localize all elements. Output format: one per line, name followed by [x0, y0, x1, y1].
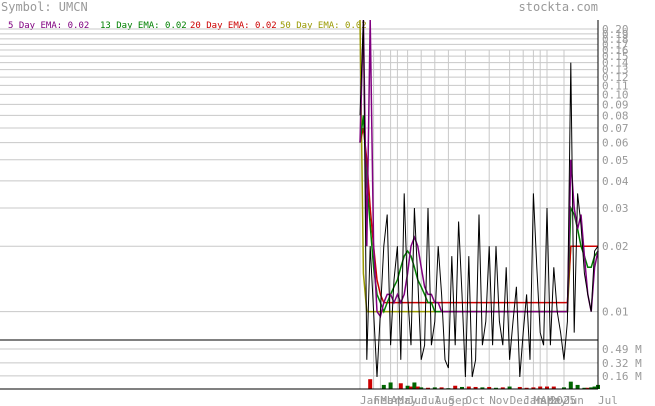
legend-item: 50 Day EMA: 0.02 [280, 21, 367, 31]
x-tick-label: Mar [533, 394, 553, 406]
volume-bar [494, 387, 498, 389]
volume-bars [368, 379, 600, 389]
volume-bar [415, 386, 420, 389]
volume-bar [460, 386, 464, 389]
volume-bar [480, 387, 485, 389]
volume-bar [432, 387, 437, 389]
volume-bar [582, 387, 587, 389]
price-tick-label: 0.10 [602, 88, 629, 101]
x-tick-label: Jan 2025 [523, 394, 576, 406]
volume-bar [568, 381, 573, 389]
volume-bar [368, 379, 373, 389]
volume-bar [473, 386, 478, 389]
volume-bar [409, 386, 413, 389]
volume-bar [500, 387, 505, 389]
volume-bar [562, 387, 566, 389]
volume-tick-label: 0.16 M [602, 370, 642, 383]
legend-item: 20 Day EMA: 0.02 [190, 21, 277, 31]
x-tick-label: Jun [564, 394, 584, 406]
volume-bar [398, 383, 403, 389]
price-tick-label: 0.20 [602, 23, 629, 36]
volume-bar [419, 387, 424, 389]
volume-bar [405, 385, 410, 389]
x-tick-label: May [397, 394, 417, 406]
volume-bar [589, 387, 594, 389]
x-tick-label: May [547, 394, 567, 406]
x-tick-label: Mar [380, 394, 400, 406]
volume-bar [531, 387, 536, 389]
price-tick-label: 0.05 [602, 154, 629, 167]
price-tick-label: 0.11 [602, 79, 629, 92]
price-tick-label: 0.18 [602, 33, 629, 46]
volume-bar [551, 386, 556, 389]
price-tick-label: 0.19 [602, 28, 629, 41]
price-tick-label: 0.13 [602, 64, 629, 77]
volume-bar [381, 384, 386, 389]
volume-bar [439, 387, 444, 389]
volume-bar [538, 386, 543, 389]
x-tick-label: Dec [510, 394, 530, 406]
legend-item: 5 Day EMA: 0.02 [8, 21, 89, 31]
price-tick-label: 0.16 [602, 44, 629, 57]
x-tick-label: Jun [408, 394, 428, 406]
price-tick-label: 0.09 [602, 98, 629, 111]
symbol-label: Symbol: UMCN [1, 0, 88, 14]
price-tick-label: 0.08 [602, 109, 629, 122]
volume-bar [487, 386, 492, 389]
volume-bar [524, 387, 529, 389]
volume-axis: 0.49 M0.32 M0.16 M [602, 343, 642, 383]
x-tick-label: Jul [598, 394, 618, 406]
price-axis: 0.200.190.180.170.160.150.140.130.120.11… [602, 23, 629, 319]
volume-bar [388, 382, 393, 389]
volume-bar [585, 387, 590, 389]
series-line [359, 115, 599, 314]
volume-bar [545, 386, 549, 389]
price-tick-label: 0.17 [602, 38, 629, 51]
volume-bar [507, 386, 512, 389]
volume-bar [575, 384, 580, 389]
price-tick-label: 0.14 [602, 57, 629, 70]
price-tick-label: 0.04 [602, 175, 629, 188]
brand-label: stockta.com [519, 0, 598, 14]
x-tick-label: Sep [448, 394, 468, 406]
volume-bar [412, 382, 417, 389]
price-tick-label: 0.15 [602, 50, 629, 63]
x-tick-label: Jul [421, 394, 441, 406]
series-line [359, 127, 598, 304]
x-tick-label: Oct [465, 394, 485, 406]
price-tick-label: 0.06 [602, 137, 629, 150]
volume-bar [517, 386, 522, 389]
x-tick-label: Nov [489, 394, 509, 406]
price-tick-label: 0.07 [602, 122, 629, 135]
volume-bar [592, 386, 597, 389]
series-line [359, 19, 599, 378]
price-tick-label: 0.01 [602, 306, 629, 319]
volume-bar [426, 387, 430, 389]
series-line [359, 19, 599, 319]
price-tick-label: 0.03 [602, 202, 629, 215]
volume-bar [466, 386, 471, 389]
x-tick-label: Apr [540, 394, 560, 406]
x-tick-label: Jan [360, 394, 380, 406]
chart-frame [0, 20, 599, 390]
legend: 5 Day EMA: 0.02 13 Day EMA: 0.02 20 Day EM… [8, 21, 367, 31]
price-tick-label: 0.02 [602, 240, 629, 253]
x-tick-label: Feb [374, 394, 394, 406]
volume-tick-label: 0.49 M [602, 343, 642, 356]
price-series [359, 19, 599, 378]
price-tick-label: 0.12 [602, 71, 629, 84]
x-tick-label: Apr [391, 394, 411, 406]
x-tick-label: Aug [435, 394, 455, 406]
volume-tick-label: 0.32 M [602, 357, 642, 370]
volume-bar [453, 385, 458, 389]
legend-item: 13 Day EMA: 0.02 [100, 21, 187, 31]
